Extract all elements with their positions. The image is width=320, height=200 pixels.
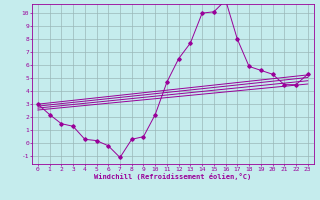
X-axis label: Windchill (Refroidissement éolien,°C): Windchill (Refroidissement éolien,°C)	[94, 173, 252, 180]
